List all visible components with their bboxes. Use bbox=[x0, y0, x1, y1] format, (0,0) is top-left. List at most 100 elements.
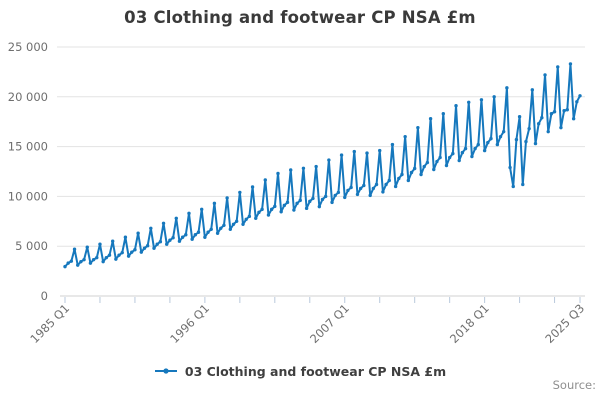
data-point-marker bbox=[190, 237, 194, 241]
data-point-marker bbox=[384, 182, 388, 187]
data-point-marker bbox=[349, 185, 353, 190]
data-point-marker bbox=[511, 184, 515, 189]
data-point-marker bbox=[133, 247, 137, 252]
data-point-marker bbox=[387, 178, 391, 183]
data-point-marker bbox=[565, 108, 569, 112]
data-point-marker bbox=[438, 155, 442, 160]
data-point-marker bbox=[110, 239, 115, 243]
data-point-marker bbox=[447, 155, 452, 160]
data-point-marker bbox=[161, 221, 166, 225]
y-axis-tick-label: 5 000 bbox=[15, 239, 48, 253]
data-point-marker bbox=[352, 149, 356, 154]
data-point-marker bbox=[145, 244, 150, 248]
data-point-marker bbox=[241, 222, 245, 226]
data-point-marker bbox=[441, 112, 445, 116]
data-point-marker bbox=[260, 207, 264, 212]
data-point-marker bbox=[174, 216, 178, 221]
data-point-marker bbox=[492, 95, 496, 99]
data-point-marker bbox=[397, 176, 401, 181]
data-point-marker bbox=[571, 117, 576, 121]
data-point-marker bbox=[451, 151, 455, 156]
data-point-marker bbox=[244, 217, 248, 222]
data-point-marker bbox=[200, 207, 204, 212]
legend-label: 03 Clothing and footwear CP NSA £m bbox=[184, 363, 447, 379]
y-axis-tick-label: 0 bbox=[41, 289, 48, 303]
data-point-marker bbox=[419, 172, 423, 177]
data-point-marker bbox=[139, 250, 143, 254]
data-point-marker bbox=[378, 148, 382, 153]
data-point-marker bbox=[533, 141, 538, 146]
data-point-marker bbox=[317, 204, 322, 209]
data-point-marker bbox=[276, 171, 280, 176]
data-point-marker bbox=[152, 246, 156, 250]
data-point-marker bbox=[540, 116, 544, 120]
data-point-marker bbox=[301, 166, 306, 171]
data-point-marker bbox=[158, 240, 163, 244]
data-point-marker bbox=[473, 146, 477, 151]
data-point-marker bbox=[575, 100, 579, 104]
data-point-marker bbox=[327, 158, 331, 162]
data-point-marker bbox=[269, 207, 274, 212]
data-point-marker bbox=[63, 264, 67, 269]
data-point-marker bbox=[222, 223, 226, 227]
data-point-marker bbox=[346, 188, 350, 193]
data-point-marker bbox=[333, 193, 337, 198]
data-point-marker bbox=[517, 115, 522, 119]
data-point-marker bbox=[489, 136, 493, 141]
data-point-marker bbox=[336, 190, 341, 195]
x-axis-tick-label: 2018 Q1 bbox=[447, 301, 492, 346]
data-point-marker bbox=[66, 261, 70, 265]
data-series-line[interactable] bbox=[64, 62, 581, 268]
source-note: Source: bbox=[552, 378, 596, 392]
data-point-marker bbox=[136, 231, 140, 235]
data-point-marker bbox=[403, 134, 407, 139]
data-point-marker bbox=[120, 250, 124, 255]
data-point-marker bbox=[298, 198, 302, 203]
data-point-marker bbox=[203, 235, 207, 239]
data-point-marker bbox=[362, 183, 366, 188]
data-point-marker bbox=[374, 182, 379, 187]
data-point-marker bbox=[273, 204, 277, 209]
data-point-marker bbox=[368, 193, 372, 198]
data-point-marker bbox=[196, 230, 201, 234]
data-point-marker bbox=[343, 195, 347, 200]
data-point-marker bbox=[180, 235, 185, 239]
data-point-marker bbox=[177, 239, 182, 243]
data-point-marker bbox=[495, 142, 500, 147]
data-point-marker bbox=[238, 190, 242, 195]
data-point-marker bbox=[406, 178, 411, 183]
data-point-marker bbox=[381, 190, 385, 194]
legend[interactable]: 03 Clothing and footwear CP NSA £m bbox=[0, 361, 600, 381]
data-point-marker bbox=[365, 151, 369, 155]
data-point-marker bbox=[371, 186, 376, 191]
data-point-marker bbox=[254, 216, 258, 221]
data-point-marker bbox=[155, 242, 159, 246]
data-point-marker bbox=[552, 110, 557, 114]
data-point-marker bbox=[521, 182, 525, 187]
data-point-marker bbox=[390, 142, 395, 147]
data-point-marker bbox=[432, 167, 436, 172]
data-point-marker bbox=[285, 200, 290, 205]
data-point-marker bbox=[130, 250, 134, 254]
data-point-marker bbox=[556, 65, 560, 69]
data-point-marker bbox=[530, 88, 535, 92]
data-point-marker bbox=[320, 197, 325, 202]
data-point-marker bbox=[416, 125, 420, 130]
data-point-marker bbox=[72, 247, 77, 251]
data-point-marker bbox=[339, 153, 344, 157]
data-point-marker bbox=[168, 238, 172, 242]
y-axis-tick-label: 25 000 bbox=[8, 40, 48, 54]
y-axis-tick-label: 10 000 bbox=[8, 189, 48, 203]
data-point-marker bbox=[289, 168, 293, 172]
data-point-marker bbox=[206, 230, 210, 234]
data-point-marker bbox=[308, 199, 312, 204]
data-point-marker bbox=[409, 170, 414, 175]
y-axis-tick-label: 20 000 bbox=[8, 90, 48, 104]
data-point-marker bbox=[82, 257, 86, 262]
data-point-marker bbox=[400, 172, 404, 177]
data-point-marker bbox=[142, 246, 147, 250]
data-point-marker bbox=[536, 121, 541, 126]
data-point-marker bbox=[502, 129, 506, 134]
data-point-marker bbox=[546, 129, 550, 134]
